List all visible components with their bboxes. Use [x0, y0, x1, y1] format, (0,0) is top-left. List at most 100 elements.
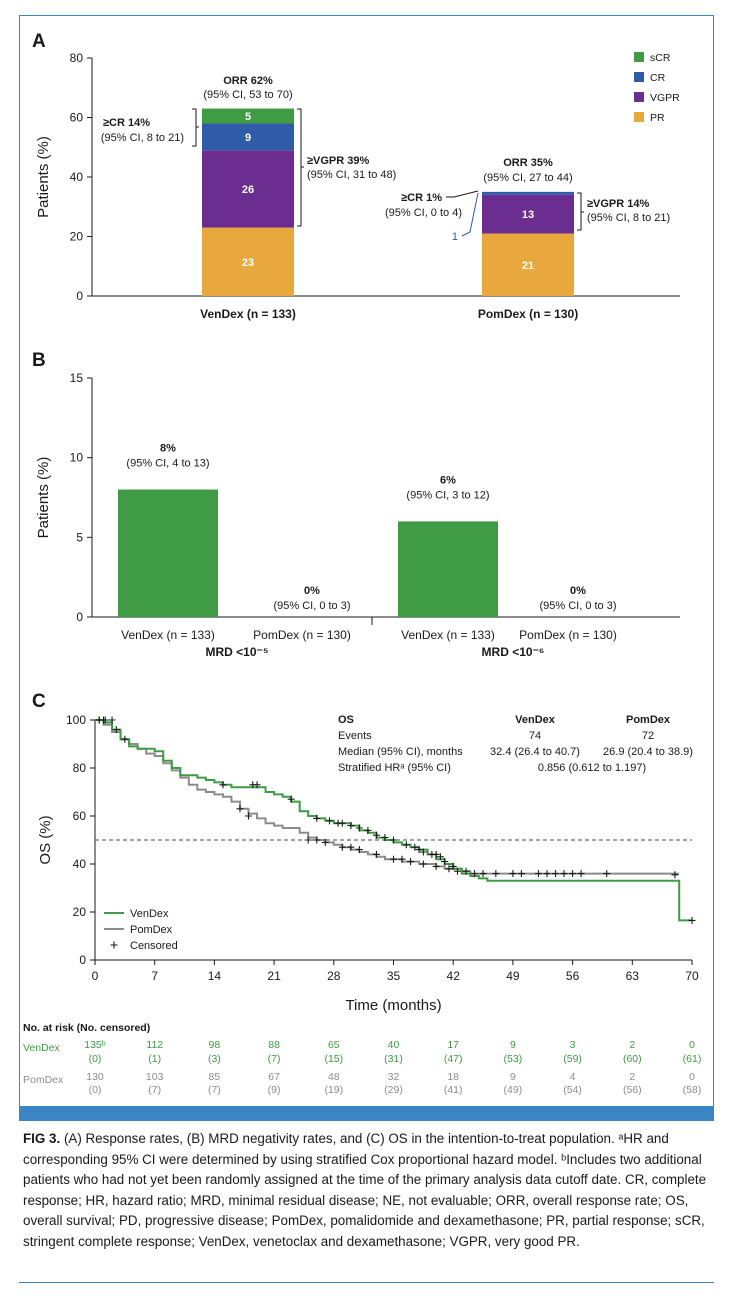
at-risk-count: 2: [629, 1071, 635, 1083]
panel-a-y-tick-label: 20: [70, 230, 84, 244]
at-risk-censored: (15): [324, 1053, 343, 1065]
panel-c-x-tick-label: 70: [685, 969, 699, 983]
panel-a-y-label: Patients (%): [35, 136, 52, 218]
panel-b-bar-ci: (95% CI, 3 to 12): [406, 489, 489, 501]
censored-mark-vendex: [364, 826, 372, 834]
at-risk-count: 88: [268, 1039, 280, 1051]
figure-frame: [19, 15, 714, 1121]
at-risk-censored: (31): [384, 1053, 403, 1065]
panel-a-bar-vgpr: [202, 150, 294, 228]
at-risk-count: 112: [146, 1039, 163, 1051]
panel-a-vgpr-vendex-ci: (95% CI, 31 to 48): [307, 169, 396, 181]
at-risk-censored: (60): [623, 1053, 642, 1065]
at-risk-censored: (0): [89, 1084, 102, 1096]
censored-mark-pomdex: [543, 870, 551, 878]
at-risk-count: 0: [689, 1071, 695, 1083]
panel-a-leader-cr-pomdex: [446, 190, 479, 198]
at-risk-censored: (7): [148, 1084, 161, 1096]
panel-b-category-label: PomDex (n = 130): [253, 628, 351, 642]
panel-a-cr-pomdex-title: ≥CR 1%: [401, 192, 442, 204]
legend-label-scr: sCR: [650, 52, 671, 64]
at-risk-censored: (61): [683, 1053, 702, 1065]
panel-a-bar-cr: [482, 191, 574, 195]
panel-a-y-tick-label: 60: [70, 111, 84, 125]
panel-a-category-label: PomDex (n = 130): [478, 307, 578, 321]
panel-a-bar-value: 23: [242, 257, 254, 269]
panel-a-bar-pr: [482, 233, 574, 296]
panel-c-x-tick-label: 63: [626, 969, 640, 983]
panel-a-bar-value: 21: [522, 260, 534, 272]
censored-mark-pomdex: [471, 870, 479, 878]
panel-a-bracket-vgpr-vendex: [297, 108, 304, 227]
panel-a-cr-pomdex-count: 1: [452, 231, 458, 243]
panel-label-c: C: [32, 691, 46, 712]
panel-a-category-label: VenDex (n = 133): [200, 307, 296, 321]
censored-mark-vendex: [219, 781, 227, 789]
panel-a-bracket-vgpr-pomdex: [577, 192, 584, 231]
at-risk-count: 103: [146, 1071, 164, 1083]
censored-mark-vendex: [688, 916, 696, 924]
panel-c-x-tick-label: 35: [387, 969, 401, 983]
censored-mark-vendex: [415, 846, 423, 854]
at-risk-censored: (29): [384, 1084, 403, 1096]
panel-a-bracket-cr-vendex: [192, 108, 199, 147]
at-risk-count: 48: [328, 1071, 340, 1083]
censored-mark-pomdex: [398, 855, 406, 863]
panel-a-vgpr-pomdex-title: ≥VGPR 14%: [587, 198, 650, 210]
panel-c-x-tick-label: 42: [447, 969, 461, 983]
panel-b-bar: [398, 521, 498, 617]
panel-c-y-tick-label: 0: [79, 953, 86, 967]
panel-b-y-label: Patients (%): [35, 457, 52, 539]
panel-c-y-tick-label: 20: [73, 905, 87, 919]
panel-b-bar-value: 6%: [440, 474, 456, 486]
os-table-col-pomdex: PomDex: [626, 714, 671, 726]
at-risk-censored: (19): [324, 1084, 343, 1096]
panel-a-y-tick-label: 80: [70, 51, 84, 65]
censored-mark-vendex: [381, 834, 389, 842]
panel-c-y-tick-label: 60: [73, 809, 87, 823]
censored-mark-pomdex: [245, 812, 253, 820]
at-risk-count: 4: [570, 1071, 576, 1083]
panel-a-cr-vendex-ci: (95% CI, 8 to 21): [101, 132, 184, 144]
legend-censored-icon: [110, 941, 118, 949]
censored-mark-pomdex: [552, 870, 560, 878]
censored-mark-pomdex: [101, 716, 109, 724]
panel-c-y-label: OS (%): [37, 815, 54, 864]
at-risk-count: 40: [388, 1039, 400, 1051]
censored-mark-pomdex: [569, 870, 577, 878]
panel-c-x-label: Time (months): [345, 997, 441, 1014]
censored-mark-vendex: [313, 814, 321, 822]
panel-b-group-label: MRD <10⁻⁶: [482, 645, 545, 659]
panel-a-orr-vendex-title: ORR 62%: [223, 75, 273, 87]
at-risk-censored: (53): [504, 1053, 523, 1065]
censored-mark-pomdex: [95, 716, 103, 724]
censored-mark-vendex: [402, 841, 410, 849]
panel-b-y-tick-label: 0: [76, 610, 83, 624]
at-risk-count: 17: [447, 1039, 459, 1051]
panel-c-y-tick-label: 40: [73, 857, 87, 871]
at-risk-censored: (54): [563, 1084, 582, 1096]
panel-a-y-tick-label: 40: [70, 170, 84, 184]
at-risk-count: 2: [629, 1039, 635, 1051]
panel-c-x-tick-label: 0: [92, 969, 99, 983]
legend-swatch-pr: [634, 112, 644, 122]
at-risk-censored: (1): [148, 1053, 161, 1065]
censored-mark-pomdex: [560, 870, 568, 878]
at-risk-censored: (47): [444, 1053, 463, 1065]
km-curve-pomdex: [95, 719, 680, 875]
censored-mark-pomdex: [509, 870, 517, 878]
legend-label-pomdex: PomDex: [130, 924, 173, 936]
censored-mark-vendex: [355, 824, 363, 832]
censored-mark-pomdex: [517, 870, 525, 878]
figure-bottom-bar: [19, 1106, 714, 1120]
panel-c-y-tick-label: 80: [73, 761, 87, 775]
os-table-row-label: Events: [338, 730, 372, 742]
censored-mark-vendex: [419, 848, 427, 856]
censored-mark-vendex: [326, 817, 334, 825]
censored-mark-pomdex: [390, 855, 397, 863]
censored-mark-vendex: [411, 843, 419, 851]
panel-a-bar-pr: [202, 227, 294, 296]
censored-mark-vendex: [347, 822, 355, 830]
legend-swatch-vgpr: [634, 92, 644, 102]
panel-a-bar-scr: [202, 108, 294, 124]
